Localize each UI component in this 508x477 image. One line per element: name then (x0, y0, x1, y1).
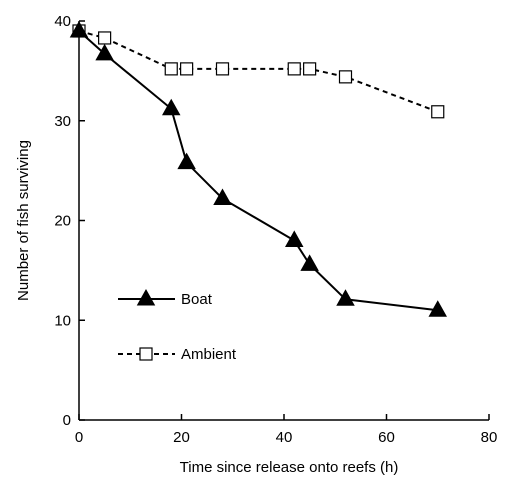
legend-label-ambient: Ambient (181, 346, 237, 363)
y-tick-label: 0 (63, 412, 71, 429)
legend-item-boat: Boat (118, 288, 213, 308)
data-point-boat (284, 230, 304, 247)
x-tick-label: 60 (378, 429, 395, 446)
series-boat (69, 20, 448, 317)
legend-label-boat: Boat (181, 291, 213, 308)
y-tick-label: 10 (54, 312, 71, 329)
data-point-ambient (431, 105, 445, 119)
series-ambient (72, 24, 445, 119)
data-point-ambient (98, 31, 112, 45)
y-tick-label: 20 (54, 213, 71, 230)
legend-marker-ambient (139, 347, 153, 361)
x-axis-title: Time since release onto reefs (h) (180, 459, 399, 476)
x-tick-label: 40 (276, 429, 293, 446)
legend-marker-boat (136, 288, 156, 306)
series-line-ambient (78, 30, 439, 113)
x-tick-label: 0 (75, 429, 83, 446)
legend: Boat Ambient (118, 288, 237, 363)
series-line-boat (78, 30, 438, 312)
x-tick-label: 80 (481, 429, 498, 446)
data-point-boat (336, 289, 355, 306)
y-tick-label: 30 (54, 113, 71, 130)
y-axis-title: Number of fish surviving (15, 140, 32, 301)
y-ticks: 0 10 20 30 40 (54, 13, 85, 429)
x-tick-label: 20 (173, 429, 190, 446)
data-point-boat (161, 98, 181, 116)
legend-item-ambient: Ambient (118, 346, 237, 363)
series-layer (69, 20, 448, 317)
data-point-ambient (303, 62, 317, 76)
x-ticks: 0 20 40 60 80 (75, 414, 498, 446)
data-point-boat (177, 152, 196, 170)
data-point-ambient (338, 70, 353, 84)
data-point-ambient (180, 62, 194, 76)
data-point-ambient (164, 62, 178, 76)
data-point-boat (69, 20, 89, 38)
data-point-boat (213, 188, 232, 206)
data-point-boat (300, 254, 319, 271)
data-point-boat (95, 43, 114, 61)
data-point-ambient (215, 62, 230, 76)
data-point-ambient (287, 62, 301, 76)
data-point-boat (428, 300, 448, 317)
y-tick-label: 40 (54, 13, 71, 30)
